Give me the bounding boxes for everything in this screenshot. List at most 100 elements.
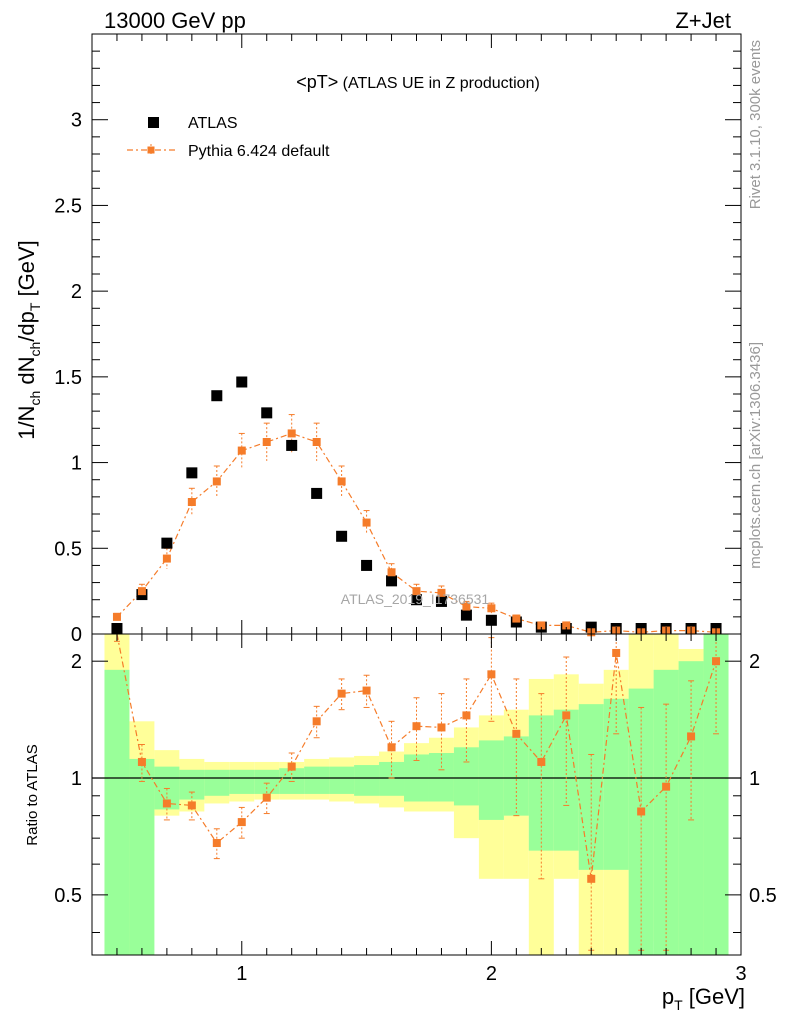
x-tick-label-3: 3: [735, 963, 746, 985]
ratio-band-inner-11: [379, 761, 405, 796]
x-tick-label-2: 2: [486, 963, 497, 985]
mc-point-main-3: [187, 498, 196, 506]
atlas-point-14: [460, 609, 472, 621]
mc-point-main-10: [362, 518, 371, 527]
atlas-point-10: [361, 559, 373, 571]
mc-point-main-4: [212, 477, 221, 486]
mc-point-ratio-16: [512, 729, 521, 738]
mc-point-ratio-8: [312, 717, 321, 726]
ratio-band-inner-15: [478, 740, 504, 820]
mc-point-main-7: [287, 429, 296, 438]
y-label-part-3: /dp: [14, 311, 39, 342]
y-label-part-2: dN: [14, 357, 39, 391]
mc-point-main-9: [337, 477, 346, 486]
mc-point-ratio-2: [162, 799, 171, 808]
mc-point-ratio-20: [612, 648, 621, 657]
ratio-band-inner-5: [229, 769, 255, 794]
atlas-point-12: [411, 594, 422, 606]
y-label-part-1: 1/N: [14, 406, 39, 440]
ratio-band-inner-1: [129, 758, 155, 955]
mcplots-label: mcplots.cern.ch [arXiv:1306.3436]: [747, 342, 764, 569]
y-label-sub-3: T: [27, 302, 43, 311]
mc-point-ratio-12: [412, 722, 421, 731]
ratio-band-inner-20: [603, 698, 629, 870]
x-tick-label-1: 1: [236, 963, 247, 985]
mc-point-ratio-11: [387, 743, 396, 752]
mc-point-main-5: [237, 446, 246, 455]
x-label-part-2: [GeV]: [683, 984, 745, 1009]
mc-point-ratio-5: [237, 818, 246, 827]
mc-point-main-15: [487, 604, 496, 613]
mc-point-ratio-22: [662, 782, 671, 791]
mc-point-main-17: [537, 621, 546, 630]
mc-point-main-2: [162, 554, 171, 563]
main-y-tick-label-2: 1: [71, 453, 82, 475]
mc-point-ratio-4: [212, 839, 221, 848]
mc-point-ratio-13: [437, 723, 446, 732]
ratio-band-inner-10: [354, 765, 380, 796]
mc-point-ratio-19: [587, 874, 596, 883]
legend: ATLAS Pythia 6.424 default: [127, 115, 330, 160]
atlas-point-3: [186, 467, 198, 479]
x-axis-label: pT [GeV]: [662, 984, 745, 1013]
plot-title: <pT> (ATLAS UE in Z production): [296, 72, 540, 92]
mc-point-main-8: [312, 438, 321, 446]
mc-point-main-16: [512, 614, 521, 623]
main-y-tick-label-3: 1.5: [54, 367, 82, 389]
y-label-sub-1: ch: [27, 391, 43, 406]
atlas-point-4: [211, 390, 223, 402]
y-label-sub-2: ch: [27, 342, 43, 357]
mc-point-main-18: [562, 621, 571, 630]
ratio-band-inner-3: [179, 769, 205, 800]
main-y-axis-label: 1/Nch dNch/dpT [GeV]: [14, 240, 43, 440]
ratio-y-tick-label-right-0: 0.5: [749, 885, 777, 907]
atlas-point-7: [286, 439, 298, 451]
mc-point-ratio-1: [137, 757, 146, 766]
mc-point-ratio-17: [537, 757, 546, 766]
header-left: 13000 GeV pp: [104, 8, 246, 33]
plot-title-sub: (ATLAS UE in Z production): [338, 75, 540, 92]
main-y-tick-label-0: 0: [71, 624, 82, 646]
mc-point-main-6: [262, 438, 271, 446]
ratio-y-tick-label-left-1: 1: [71, 768, 82, 790]
mc-point-ratio-23: [687, 732, 696, 741]
legend-label-pythia: Pythia 6.424 default: [188, 143, 330, 160]
mc-point-main-1: [137, 587, 146, 596]
atlas-point-5: [236, 376, 248, 388]
ratio-band-inner-14: [453, 747, 479, 806]
mc-point-main-11: [387, 568, 396, 577]
atlas-point-8: [311, 487, 323, 499]
x-label-part-1: p: [662, 984, 674, 1009]
mc-point-ratio-9: [337, 689, 346, 698]
mc-point-ratio-10: [362, 686, 371, 695]
mc-point-main-12: [412, 587, 421, 596]
ratio-band-inner-8: [304, 766, 330, 794]
main-y-tick-label-6: 3: [71, 110, 82, 132]
main-y-tick-label-5: 2.5: [54, 195, 82, 217]
ratio-band-inner-0: [104, 669, 130, 955]
y-label-part-4: [GeV]: [14, 240, 39, 302]
mc-point-ratio-21: [637, 807, 646, 816]
atlas-point-9: [336, 530, 348, 542]
mc-point-ratio-3: [187, 801, 196, 810]
mc-point-ratio-18: [562, 711, 571, 720]
atlas-point-13: [435, 595, 447, 607]
ratio-band-inner-4: [204, 769, 230, 796]
mc-point-main-0: [112, 612, 121, 621]
rivet-label: Rivet 3.1.10, 300k events: [747, 40, 764, 209]
ratio-y-axis-label: Ratio to ATLAS: [24, 744, 41, 845]
atlas-point-2: [161, 537, 173, 549]
ratio-uncertainty-bands: [92, 634, 741, 955]
mc-point-ratio-6: [262, 793, 271, 802]
ratio-band-inner-6: [254, 769, 280, 794]
ratio-band-inner-9: [329, 766, 355, 794]
mc-point-main-13: [437, 588, 446, 597]
x-label-sub: T: [674, 997, 683, 1013]
analysis-watermark: ATLAS_2019_I1736531: [341, 591, 490, 607]
main-y-tick-label-4: 2: [71, 281, 82, 303]
axis-ticks: 1 2 3 0 0.5 1 1.5 2 2.5 3 0.5 0.5 1 1 2 2: [54, 34, 777, 985]
mc-point-ratio-14: [462, 711, 471, 720]
legend-marker-pythia: [147, 146, 155, 154]
mc-point-ratio-7: [287, 762, 296, 771]
